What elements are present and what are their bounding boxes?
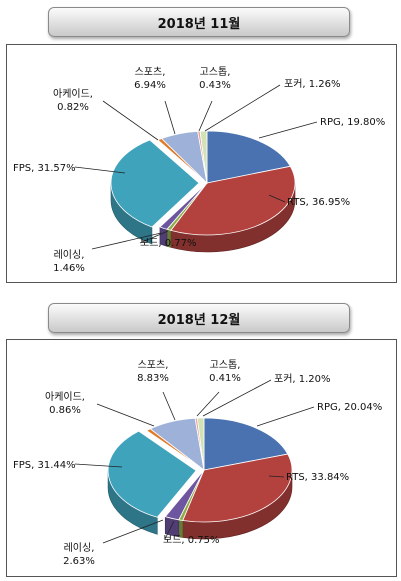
pie-slice-RPG	[203, 417, 289, 471]
leader-line-레이싱	[102, 519, 164, 544]
leader-line-보드	[164, 520, 175, 540]
leader-line-FPS	[74, 463, 123, 468]
data-label-레이싱: 레이싱, 1.46%	[53, 249, 85, 274]
data-label-line: 8.83%	[137, 373, 169, 384]
data-label-line: 아케이드,	[53, 88, 93, 100]
data-label-line: 0.82%	[57, 102, 89, 113]
data-label-RTS: RTS, 33.84%	[286, 472, 349, 483]
chart-title-nov-text: 2018년 11월	[157, 16, 241, 32]
chart-title-dec: 2018년 12월	[48, 303, 350, 333]
chart-title-dec-text: 2018년 12월	[157, 312, 241, 328]
data-label-line: 보드, 0.75%	[163, 534, 220, 546]
pie-chart-dec: RPG, 20.04% RTS, 33.84% 보드, 0.75% 레이싱, 2.63%…	[13, 359, 382, 567]
leader-line-RPG	[256, 406, 315, 427]
leader-line-RPG	[258, 121, 318, 139]
leader-line-아케이드	[96, 403, 155, 427]
data-label-line: 아케이드,	[45, 391, 85, 403]
data-label-line: RTS, 36.95%	[287, 197, 350, 208]
data-label-line: FPS, 31.57%	[13, 163, 76, 174]
leader-line-스포츠	[162, 391, 176, 421]
leader-line-포커	[202, 379, 272, 417]
data-label-line: 고스톱,	[200, 66, 231, 78]
chart-frame-nov: RPG, 19.80% RTS, 36.95% 보드, 0.77% 레이싱, 1.46%…	[6, 44, 397, 283]
data-label-line: 스포츠,	[135, 66, 166, 78]
data-label-FPS: FPS, 31.44%	[13, 460, 76, 471]
pie-sides-0	[110, 182, 296, 253]
data-label-line: 0.43%	[199, 80, 231, 91]
leader-line-레이싱	[91, 232, 162, 250]
data-label-line: FPS, 31.44%	[13, 460, 76, 471]
data-label-line: 1.46%	[53, 263, 85, 274]
leader-line-RTS	[268, 194, 286, 203]
data-label-line: 레이싱,	[64, 542, 95, 554]
pie-chart-nov: RPG, 19.80% RTS, 36.95% 보드, 0.77% 레이싱, 1.46%…	[13, 66, 385, 274]
data-label-line: 보드, 0.77%	[140, 237, 197, 249]
data-label-line: 0.86%	[49, 405, 81, 416]
data-label-line: 스포츠,	[138, 359, 169, 371]
data-label-포커: 포커, 1.20%	[274, 373, 331, 385]
data-label-FPS: FPS, 31.57%	[13, 163, 76, 174]
data-label-보드: 보드, 0.77%	[140, 237, 197, 249]
leader-line-스포츠	[164, 100, 176, 135]
data-label-RTS: RTS, 36.95%	[287, 197, 350, 208]
data-label-line: 포커, 1.20%	[274, 373, 331, 385]
data-label-고스톱: 고스톱, 0.41%	[209, 359, 241, 384]
leader-line-FPS	[74, 166, 126, 174]
pie-slice-FPS	[107, 430, 197, 518]
leader-line-고스톱	[198, 100, 213, 132]
data-label-line: 레이싱,	[54, 249, 85, 261]
data-label-스포츠: 스포츠, 6.94%	[134, 66, 166, 91]
data-label-포커: 포커, 1.26%	[284, 78, 341, 90]
data-label-고스톱: 고스톱, 0.43%	[199, 66, 231, 91]
data-label-아케이드: 아케이드, 0.82%	[53, 88, 93, 113]
data-label-스포츠: 스포츠, 8.83%	[137, 359, 169, 384]
leader-line-RTS	[268, 475, 285, 478]
pie-slice-RPG	[206, 130, 291, 184]
pie-slice-포커	[199, 130, 208, 184]
data-label-line: 고스톱,	[210, 359, 241, 371]
data-label-line: 포커, 1.26%	[284, 78, 341, 90]
chart-frame-dec: RPG, 20.04% RTS, 33.84% 보드, 0.75% 레이싱, 2.63%…	[6, 339, 397, 577]
pie-slice-레이싱	[159, 182, 208, 230]
data-label-아케이드: 아케이드, 0.86%	[45, 391, 85, 416]
data-label-레이싱: 레이싱, 2.63%	[63, 542, 95, 567]
data-label-line: 0.41%	[209, 373, 241, 384]
data-label-보드: 보드, 0.75%	[163, 534, 220, 546]
pie-slice-RTS	[182, 453, 293, 523]
leader-line-보드	[139, 230, 169, 244]
data-label-line: RPG, 19.80%	[320, 117, 385, 128]
leader-line-고스톱	[196, 391, 220, 417]
data-label-line: RPG, 20.04%	[317, 402, 382, 413]
data-label-line: 6.94%	[134, 80, 166, 91]
leader-line-아케이드	[102, 100, 159, 141]
pie-slice-포커	[196, 417, 205, 471]
chart-title-nov: 2018년 11월	[48, 7, 350, 37]
pie-slice-FPS	[110, 139, 200, 228]
pie-slice-레이싱	[164, 469, 205, 521]
data-label-line: RTS, 33.84%	[286, 472, 349, 483]
pie-slice-RTS	[170, 165, 296, 236]
leader-line-포커	[204, 84, 281, 132]
data-label-line: 2.63%	[63, 556, 95, 567]
data-label-RPG: RPG, 19.80%	[320, 117, 385, 128]
data-label-RPG: RPG, 20.04%	[317, 402, 382, 413]
